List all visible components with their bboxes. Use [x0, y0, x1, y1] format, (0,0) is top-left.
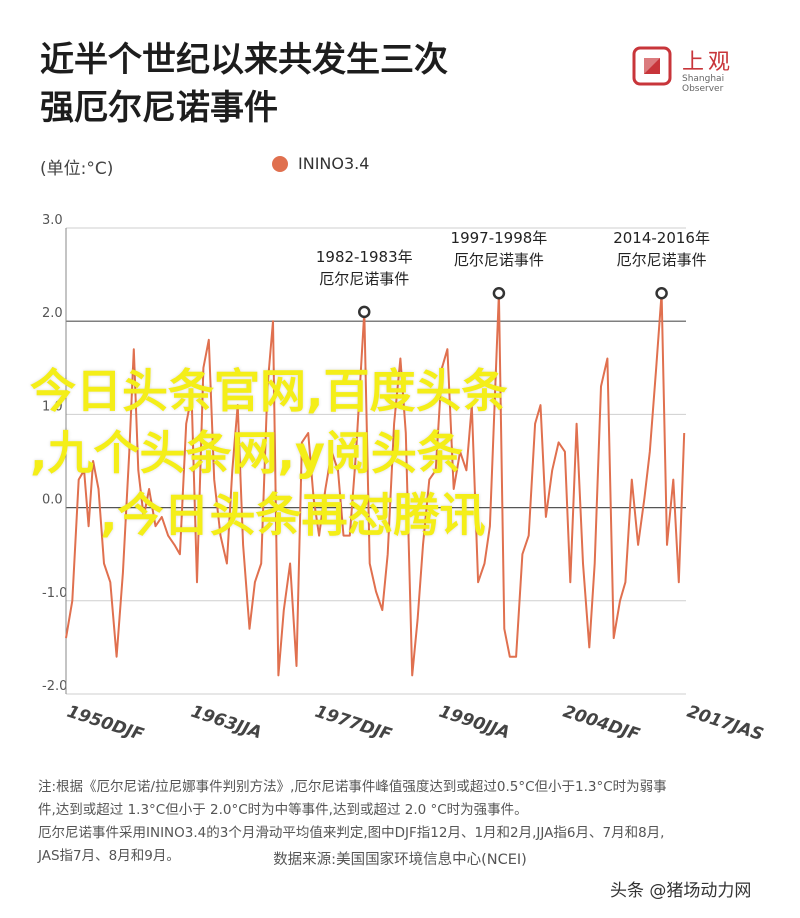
x-tick-label: 1977DJF: [312, 702, 394, 746]
watermark-line-3: ,今日头条再怼腾讯: [100, 488, 486, 542]
watermark-line-2: ,九个头条网,y阅头条: [30, 426, 463, 480]
watermark-overlay: 今日头条官网,百度头条 ,九个头条网,y阅头条 ,今日头条再怼腾讯: [30, 360, 770, 546]
y-tick-label: 2.0: [42, 306, 63, 321]
footnote-line-3: 厄尔尼诺事件采用ININO3.4的3个月滑动平均值来判定,图中DJF指12月、1…: [38, 825, 665, 841]
x-tick-label: 2004DJF: [560, 702, 642, 746]
watermark-line-1: 今日头条官网,百度头条: [30, 364, 508, 418]
annotation-year: 1982-1983年: [316, 248, 413, 266]
peak-marker: [358, 305, 371, 319]
footnote-line-1: 注:根据《厄尔尼诺/拉尼娜事件判别方法》,厄尔尼诺事件峰值强度达到或超过0.5°…: [38, 779, 667, 795]
footnote-line-2: 件,达到或超过 1.3°C但小于 2.0°C时为中等事件,达到或超过 2.0 °…: [38, 802, 528, 818]
peak-marker: [655, 286, 668, 300]
series-line-inino34: [65, 292, 686, 677]
annotation-label: 厄尔尼诺事件: [617, 251, 707, 269]
chart-title: 近半个世纪以来共发生三次 强厄尔尼诺事件: [40, 36, 580, 132]
annotation-label: 厄尔尼诺事件: [454, 251, 544, 269]
annotation-year: 1997-1998年: [451, 229, 548, 247]
x-tick-label: 1963JJA: [188, 702, 264, 744]
y-tick-label: 0.0: [42, 493, 63, 508]
footnote: 注:根据《厄尔尼诺/拉尼娜事件判别方法》,厄尔尼诺事件峰值强度达到或超过0.5°…: [38, 776, 768, 868]
shanghai-observer-logo: 上观 Shanghai Observer: [632, 44, 762, 94]
x-tick-label: 1990JJA: [436, 702, 512, 744]
peak-marker: [492, 286, 506, 300]
data-source: 数据来源:美国国家环境信息中心(NCEI): [273, 852, 527, 868]
footnote-line-4: JAS指7月、8月和9月。: [38, 848, 180, 864]
annotation-label: 厄尔尼诺事件: [319, 270, 409, 288]
chart-legend: ININO3.4: [272, 154, 369, 173]
logo-mark-icon: [632, 46, 672, 86]
x-tick-label: 1950DJF: [64, 702, 146, 746]
unit-label: (单位:°C): [40, 159, 114, 179]
y-tick-label: 1.0: [42, 399, 63, 414]
x-tick-label: 2017JAS: [684, 702, 765, 745]
legend-dot-icon: [272, 155, 288, 172]
y-tick-label: 3.0: [42, 213, 63, 228]
annotation-year: 2014-2016年: [613, 229, 710, 247]
logo-text-en: Shanghai Observer: [682, 74, 725, 94]
y-tick-label: -2.0: [42, 679, 67, 694]
y-tick-label: -1.0: [42, 586, 67, 601]
logo-text-cn: 上观: [682, 50, 735, 75]
title-line-1: 近半个世纪以来共发生三次: [40, 40, 448, 80]
legend-label: ININO3.4: [298, 154, 370, 173]
title-line-2: 强厄尔尼诺事件: [40, 88, 278, 128]
brand-credit: 头条 @猪场动力网: [610, 881, 752, 901]
